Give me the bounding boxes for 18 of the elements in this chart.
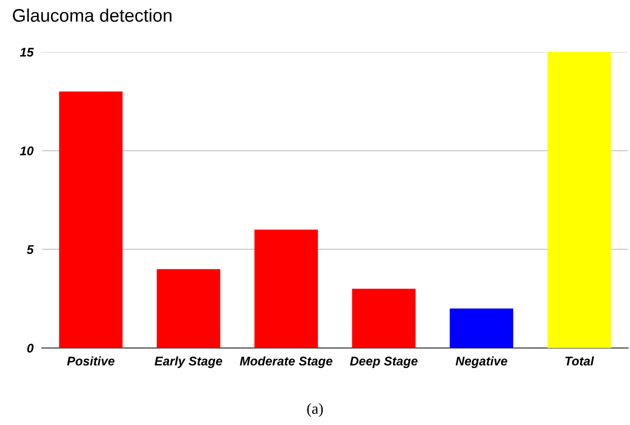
bar bbox=[156, 269, 220, 348]
x-tick-label: Moderate Stage bbox=[240, 356, 332, 368]
y-tick-label: 5 bbox=[26, 245, 34, 254]
x-tick-label: Early Stage bbox=[154, 356, 222, 368]
bar bbox=[59, 91, 123, 348]
x-tick-label: Deep Stage bbox=[350, 356, 418, 368]
x-tick-label: Total bbox=[565, 356, 594, 366]
bar bbox=[547, 52, 611, 348]
y-tick-label: 0 bbox=[27, 344, 34, 353]
x-tick-label: Positive bbox=[67, 356, 114, 366]
y-tick-label: 15 bbox=[20, 48, 34, 57]
y-tick-label: 10 bbox=[20, 146, 34, 156]
x-tick-label: Negative bbox=[456, 356, 508, 368]
bar bbox=[450, 308, 514, 348]
chart-title: Glaucoma detection bbox=[12, 8, 172, 22]
text: (a) bbox=[307, 403, 323, 417]
bar bbox=[352, 288, 416, 348]
bar bbox=[254, 230, 318, 348]
